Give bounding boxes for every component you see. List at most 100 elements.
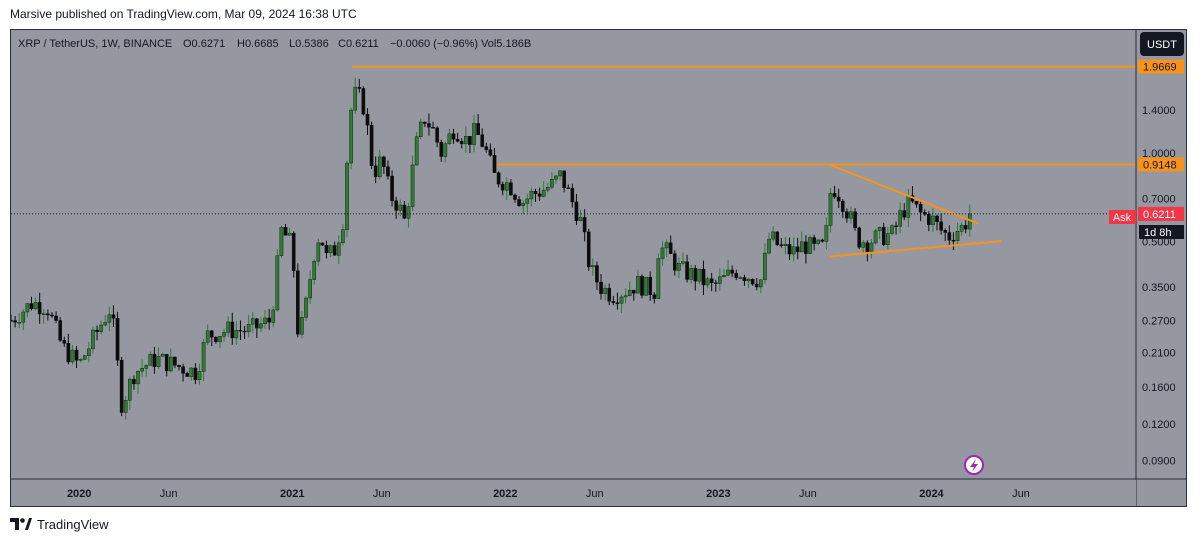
candle-down [840,199,845,218]
price-tick-label: 0.2100 [1142,347,1176,359]
candle-down [50,312,54,318]
candle-up [234,320,239,345]
candle-down [320,242,325,246]
candle-up [250,312,255,333]
price-axis[interactable]: 1.4000 1.0000 0.7000 0.5000 0.3500 0.2700 0.21… [1142,105,1176,468]
candle-down [492,147,497,173]
candle-down [951,232,956,251]
time-axis[interactable]: 2020 Jun 2021 Jun 2022 Jun 2023 Jun 2024 Jun [67,488,1030,500]
candle-down [230,312,235,345]
candle-down [939,213,943,235]
candle-down [54,311,58,323]
candle-up [705,276,710,289]
candle-down [431,121,435,129]
candle-down [173,356,177,369]
date-tick-label: Jun [160,488,178,500]
candle-down [455,132,460,143]
candle-up [771,226,775,242]
ask-price-badge: 0.6211 [1138,206,1184,221]
candle-down [500,181,505,196]
candle-down [853,208,857,231]
candle-up [349,107,353,170]
candle-up [406,202,411,228]
currency-button[interactable]: USDT [1140,32,1184,56]
candle-up [931,208,935,233]
trendline[interactable] [829,240,1002,258]
candle-down [62,336,67,347]
candle-down [750,278,755,286]
candle-up [316,238,321,267]
candle-up [341,224,345,246]
candle-up [271,306,276,328]
candle-down [435,126,439,148]
lightning-icon[interactable] [964,455,984,475]
candlestick-chart[interactable]: XRP / TetherUS, 1W, BINANCE O0.6271 H0.6… [11,30,1186,506]
candle-down [382,155,386,174]
ask-tag-label: Ask [1113,212,1132,224]
candle-down [795,237,800,260]
candle-down [390,170,394,207]
candle-up [898,202,902,234]
price-badge-label: 1.9669 [1143,62,1177,74]
date-tick-label: 2021 [280,488,304,500]
candle-down [611,295,616,306]
candle-down [373,156,378,184]
date-tick-label: 2023 [706,488,730,500]
candle-down [881,222,886,246]
candle-down [95,325,99,341]
candle-up [201,338,206,381]
candle-down [324,240,329,259]
overlay-layer [11,65,1136,258]
candle-down [922,209,927,216]
candle-up [644,276,648,296]
candle-up [955,222,960,245]
candle-up [103,314,108,327]
candle-down [74,345,79,369]
candle-down [582,209,587,242]
candle-down [214,336,218,344]
candle-down [177,364,181,371]
candle-up [636,269,640,294]
candle-up [189,367,194,381]
countdown-label: 1d 8h [1144,227,1172,239]
candle-up [504,177,509,200]
candle-down [963,220,968,234]
chart-panel[interactable]: XRP / TetherUS, 1W, BINANCE O0.6271 H0.6… [10,29,1187,507]
candle-up [398,199,403,216]
date-tick-label: Jun [1012,488,1030,500]
legend-header: XRP / TetherUS, 1W, BINANCE O0.6271 H0.6… [18,38,531,50]
candle-up [82,354,87,360]
candle-up [591,258,595,276]
candle-down [152,346,157,374]
price-tick-label: 0.3500 [1142,282,1176,294]
candle-up [472,114,476,153]
legend-change: −0.0060 (−0.96%) [390,38,478,50]
candle-up [169,348,173,373]
candle-up [128,376,132,410]
candle-down [296,263,300,338]
price-badge-label: 0.6211 [1143,209,1176,221]
candle-up [541,181,546,198]
candle-down [427,113,431,136]
candle-up [447,128,452,145]
candle-up [824,217,829,250]
date-tick-label: Jun [586,488,604,500]
candle-down [562,170,566,193]
candle-up [525,193,530,213]
candle-down [570,183,575,208]
candle-up [759,279,763,294]
candle-up [529,187,534,207]
candle-down [595,261,599,291]
candle-up [677,257,681,279]
candle-down [58,317,62,342]
candle-down [365,108,370,135]
candle-down [29,296,34,311]
candle-up [619,294,624,313]
tradingview-brand[interactable]: TradingView [10,515,109,533]
candle-down [902,203,907,221]
price-tick-label: 0.7000 [1142,194,1176,206]
candle-up [353,77,357,115]
candle-up [718,268,722,292]
candle-down [832,185,837,199]
candle-down [484,142,489,153]
